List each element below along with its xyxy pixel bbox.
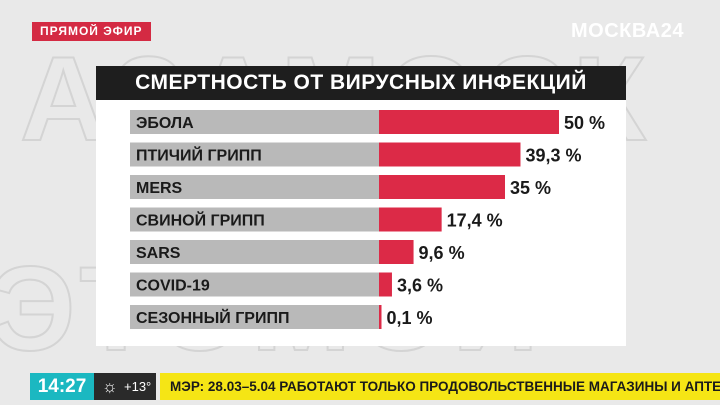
bar xyxy=(379,110,559,134)
category-label-bg xyxy=(130,240,379,264)
category-label-bg xyxy=(130,175,379,199)
bottom-bar: 14:27 ☼ +13° МЭР: 28.03–5.04 РАБОТАЮТ ТО… xyxy=(0,369,720,405)
value-label: 17,4 % xyxy=(447,211,503,231)
category-label-bg xyxy=(130,110,379,134)
value-label: 39,3 % xyxy=(525,146,581,166)
bar xyxy=(379,142,521,167)
live-badge: ПРЯМОЙ ЭФИР xyxy=(32,22,151,41)
chart-title: СМЕРТНОСТЬ ОТ ВИРУСНЫХ ИНФЕКЦИЙ xyxy=(96,66,626,100)
news-ticker: МЭР: 28.03–5.04 РАБОТАЮТ ТОЛЬКО ПРОДОВОЛ… xyxy=(160,373,720,400)
category-label: COVID-19 xyxy=(136,278,210,295)
category-label-bg xyxy=(130,207,379,232)
bar-chart: ЭБОЛА 50 % ПТИЧИЙ ГРИПП 39,3 % MERS 35 % СВИНО… xyxy=(130,110,605,329)
category-label: SARS xyxy=(136,245,181,262)
sun-icon: ☼ xyxy=(102,377,118,396)
category-label: MERS xyxy=(136,180,183,197)
category-label: СВИНОЙ ГРИПП xyxy=(136,211,265,230)
category-label-bg xyxy=(130,142,379,167)
clock: 14:27 xyxy=(30,373,94,400)
category-label-bg xyxy=(130,272,379,297)
bar xyxy=(379,175,505,199)
channel-logo: МОСКВА24 xyxy=(570,20,684,42)
category-label-bg xyxy=(130,305,379,329)
value-label: 3,6 % xyxy=(397,276,443,296)
bar xyxy=(379,207,442,232)
chart-panel: ЭБОЛА 50 % ПТИЧИЙ ГРИПП 39,3 % MERS 35 % СВИНО… xyxy=(96,66,626,346)
temperature: +13° xyxy=(124,379,152,394)
weather-widget: ☼ +13° xyxy=(94,373,156,400)
category-label: ЭБОЛА xyxy=(136,115,194,132)
bar xyxy=(379,272,392,297)
value-label: 9,6 % xyxy=(419,243,465,263)
bar xyxy=(379,305,382,329)
value-label: 0,1 % xyxy=(387,308,433,328)
category-label: СЕЗОННЫЙ ГРИПП xyxy=(136,308,289,327)
value-label: 35 % xyxy=(510,178,551,198)
bar xyxy=(379,240,414,264)
value-label: 50 % xyxy=(564,113,605,133)
category-label: ПТИЧИЙ ГРИПП xyxy=(136,146,262,165)
